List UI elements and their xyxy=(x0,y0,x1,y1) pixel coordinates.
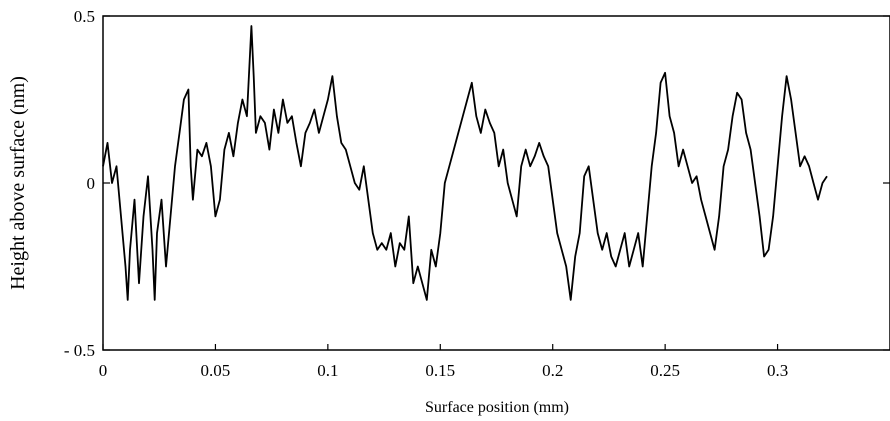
y-tick-label: - 0.5 xyxy=(64,341,95,360)
x-tick-label: 0.25 xyxy=(650,361,680,380)
x-tick-label: 0 xyxy=(99,361,108,380)
y-tick-label: 0 xyxy=(87,174,96,193)
x-tick-label: 0.1 xyxy=(317,361,338,380)
y-axis-ticks: - 0.5 0 0.5 xyxy=(64,7,890,360)
x-tick-label: 0.2 xyxy=(542,361,563,380)
y-tick-label: 0.5 xyxy=(74,7,95,26)
x-tick-label: 0.15 xyxy=(425,361,455,380)
x-tick-label: 0.3 xyxy=(767,361,788,380)
y-axis-title: Height above surface (nm) xyxy=(7,76,29,290)
series-line xyxy=(102,25,828,301)
x-axis-title: Surface position (mm) xyxy=(425,399,569,416)
series-layer xyxy=(102,25,828,301)
x-tick-label: 0.05 xyxy=(201,361,231,380)
x-axis-ticks: 0 0.05 0.1 0.15 0.2 0.25 0.3 xyxy=(99,344,788,380)
